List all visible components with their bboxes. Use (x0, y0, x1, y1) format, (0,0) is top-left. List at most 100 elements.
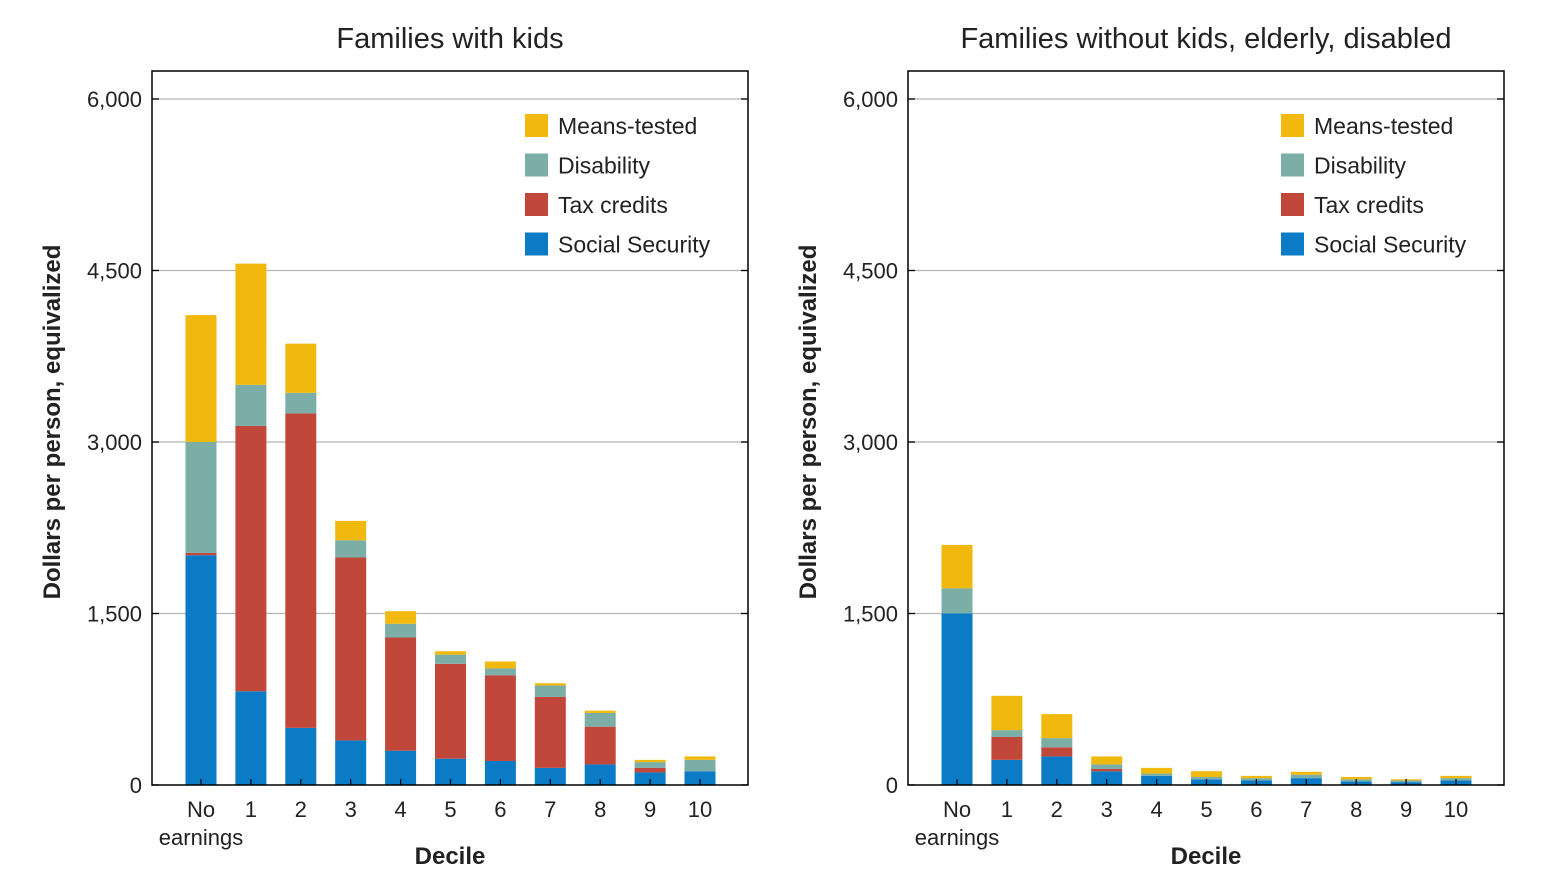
legend-swatch (1281, 153, 1304, 177)
x-tick-label-line: 1 (1001, 797, 1013, 822)
legend-label: Tax credits (1314, 192, 1424, 218)
bar-segment (1041, 714, 1073, 739)
legend: Means-tested Disability Tax credits Social … (525, 113, 711, 258)
bar-segment (1091, 764, 1123, 769)
bar-segment (684, 756, 716, 760)
y-tick-label: 0 (130, 773, 142, 798)
bar-segment (235, 691, 267, 785)
x-tick-label-line: 2 (295, 797, 307, 822)
bar-segment (335, 520, 367, 541)
bar-segment (1091, 768, 1123, 772)
y-tick-label: 1,500 (843, 602, 898, 627)
bar-segment (534, 683, 566, 686)
x-tick-label-line: 3 (345, 797, 357, 822)
bar-segment (1141, 773, 1173, 776)
legend-label: Tax credits (558, 192, 668, 218)
bar-segment (385, 611, 417, 624)
bar-segment (1290, 774, 1322, 779)
bar-segment (634, 772, 666, 785)
x-tick-label: 2 (295, 797, 307, 822)
bar-segment (1340, 776, 1372, 780)
legend-swatch (525, 232, 548, 256)
bar-segment (634, 767, 666, 773)
x-tick-label: 3 (1101, 797, 1113, 822)
x-tick-label-line: 7 (544, 797, 556, 822)
x-axis-label: Decile (415, 843, 486, 870)
plot-frame (151, 70, 749, 786)
x-tick-label-line: earnings (159, 825, 243, 850)
bar-segment (534, 685, 566, 697)
legend-label: Social Security (1314, 232, 1467, 258)
x-tick-label-line: 5 (1200, 797, 1212, 822)
bar-segment (435, 654, 466, 664)
x-tick-label: 8 (1350, 797, 1362, 822)
x-tick-label-line: 10 (1444, 797, 1468, 822)
x-tick-label: 7 (1300, 797, 1312, 822)
bar-segment (991, 695, 1023, 731)
bar-segment (941, 588, 973, 614)
x-tick-label-line: 8 (594, 797, 606, 822)
x-tick-label: No earnings (159, 797, 243, 850)
bar-segment (534, 696, 566, 768)
bar-segment (1240, 775, 1272, 779)
legend-swatch (1281, 114, 1304, 137)
bar-segment (991, 730, 1023, 737)
bar-segment (1091, 756, 1123, 765)
legend-label: Means-tested (558, 113, 697, 139)
y-axis-label: Dollars per person, equivalized (39, 245, 66, 600)
x-tick-label-line: 7 (1300, 797, 1312, 822)
x-tick-label-line: earnings (915, 825, 999, 850)
x-tick-label: 9 (644, 797, 656, 822)
x-tick-label-line: No (943, 797, 971, 822)
bar-segment (534, 767, 566, 785)
x-tick-label-line: 1 (245, 797, 257, 822)
bar-segment (484, 668, 516, 676)
x-tick-label-line: No (187, 797, 215, 822)
bar-segment (435, 651, 466, 655)
bar-segment (235, 263, 267, 385)
x-tick-label: 10 (688, 797, 712, 822)
legend-swatch (1281, 232, 1304, 256)
y-tick-label: 6,000 (87, 87, 142, 112)
legend-swatch (525, 193, 548, 216)
legend-label: Disability (1314, 153, 1407, 179)
x-axis-label: Decile (1171, 843, 1242, 870)
x-tick-label: 8 (594, 797, 606, 822)
x-tick-label-line: 4 (1150, 797, 1162, 822)
bar-segment (941, 544, 973, 589)
bar-segment (991, 736, 1023, 760)
legend-swatch (525, 114, 548, 137)
x-tick-label-line: 10 (688, 797, 712, 822)
bar-segment (584, 712, 616, 727)
bar-segment (941, 613, 973, 785)
bar-segment (285, 343, 317, 393)
bar-segment (684, 771, 716, 785)
bar-segment (285, 392, 317, 414)
x-tick-label: 4 (394, 797, 406, 822)
bar-segment (185, 552, 217, 556)
y-tick-label: 4,500 (87, 259, 142, 284)
x-tick-label: 4 (1150, 797, 1162, 822)
bar-segment (335, 740, 367, 785)
x-tick-label-line: 6 (1250, 797, 1262, 822)
bar-segment (584, 726, 616, 765)
x-tick-label: 5 (444, 797, 456, 822)
x-tick-label: No earnings (915, 797, 999, 850)
x-tick-label: 1 (1001, 797, 1013, 822)
x-tick-label-line: 9 (644, 797, 656, 822)
bar-segment (285, 413, 317, 728)
x-tick-label-line: 6 (494, 797, 506, 822)
x-tick-label-line: 5 (444, 797, 456, 822)
x-tick-label: 3 (345, 797, 357, 822)
y-tick-label: 0 (886, 773, 898, 798)
bar-segment (285, 727, 317, 785)
x-tick-label: 2 (1051, 797, 1063, 822)
y-axis-label: Dollars per person, equivalized (795, 245, 822, 600)
bar-segment (1290, 771, 1322, 775)
bar-segment (235, 384, 267, 426)
plot-frame (907, 70, 1505, 786)
y-tick-label: 1,500 (87, 602, 142, 627)
bar-segment (1041, 747, 1073, 757)
